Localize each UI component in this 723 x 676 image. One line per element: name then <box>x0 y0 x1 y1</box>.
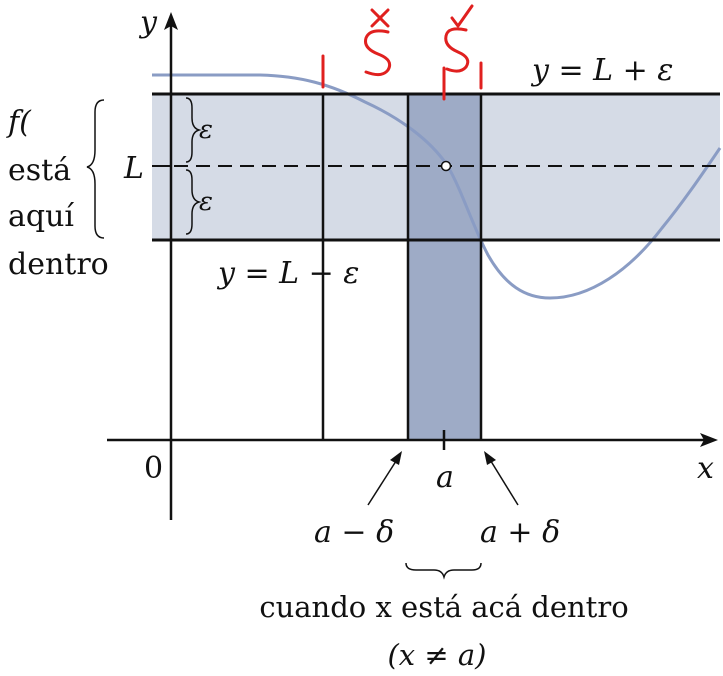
red-delta-left <box>364 29 392 77</box>
red-check-mark <box>450 4 474 28</box>
y-axis-arrow-icon <box>164 12 178 30</box>
caption-line-2: (x ≠ a) <box>387 638 486 672</box>
bottom-brace <box>405 562 482 580</box>
arrow-head-right-icon <box>484 451 496 465</box>
left-note-line-1: f( <box>6 105 32 140</box>
L-label: L <box>123 151 144 186</box>
epsilon-upper-label: ε <box>199 115 213 145</box>
left-brace <box>86 99 105 239</box>
y-axis-label: y <box>138 5 158 40</box>
epsilon-lower-label: ε <box>199 187 213 217</box>
a-label: a <box>436 460 454 495</box>
x-axis-label: x <box>697 451 714 486</box>
red-delta-right <box>444 27 470 73</box>
delta-strip <box>408 94 481 440</box>
function-curve <box>152 73 722 300</box>
lower-line-label: y = L − ε <box>216 256 359 291</box>
arrow-a-minus-delta <box>367 457 399 506</box>
a-plus-delta-label: a + δ <box>480 515 560 550</box>
epsilon-brace-upper <box>185 97 202 163</box>
arrow-head-left-icon <box>390 451 402 465</box>
arrow-a-plus-delta <box>488 457 519 506</box>
hole-point <box>440 160 452 172</box>
left-note-line-2: está <box>8 153 71 188</box>
a-minus-delta-label: a − δ <box>314 515 394 550</box>
epsilon-brace-lower <box>185 169 202 235</box>
left-note-line-4: dentro <box>8 247 109 282</box>
x-axis-arrow-icon <box>700 433 718 447</box>
red-x-mark <box>370 8 390 28</box>
handwriting-annotations <box>321 4 483 101</box>
origin-label: 0 <box>144 451 163 486</box>
upper-line-label: y = L + ε <box>530 53 673 88</box>
left-note-line-3: aquí <box>8 199 74 234</box>
caption-line-1: cuando x está acá dentro <box>259 590 628 624</box>
